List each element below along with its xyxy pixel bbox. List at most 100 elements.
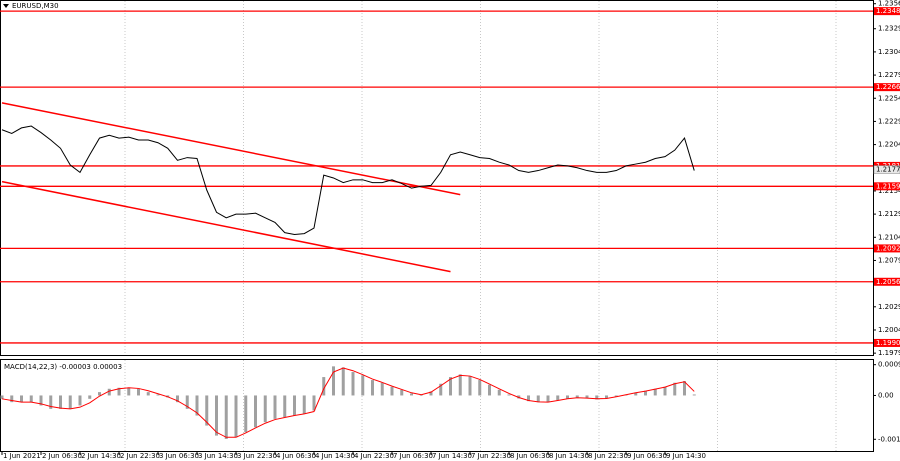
macd-bar bbox=[614, 395, 618, 397]
macd-bar bbox=[322, 377, 326, 396]
y-tick-label: 1.2079 bbox=[878, 256, 900, 264]
macd-bar bbox=[224, 395, 228, 439]
x-tick-label: 8 Jun 14:30 bbox=[549, 452, 589, 460]
price-panel bbox=[0, 0, 874, 356]
level-label-box bbox=[874, 277, 900, 286]
macd-bar bbox=[371, 380, 374, 396]
macd-bar bbox=[98, 392, 101, 396]
menu-icon bbox=[3, 4, 9, 8]
level-label-box bbox=[874, 7, 900, 16]
macd-signal-line bbox=[1, 367, 695, 438]
macd-bar bbox=[117, 387, 121, 396]
macd-bar bbox=[644, 390, 647, 396]
macd-bar bbox=[68, 395, 72, 409]
macd-bar bbox=[546, 395, 550, 403]
macd-bar bbox=[488, 384, 491, 396]
macd-bar bbox=[595, 395, 599, 400]
macd-bar bbox=[0, 395, 4, 399]
macd-bar bbox=[536, 395, 540, 403]
x-tick-label: 7 Jun 22:30 bbox=[471, 452, 511, 460]
x-tick-label: 2 Jun 14:30 bbox=[81, 452, 121, 460]
macd-bar bbox=[107, 388, 111, 396]
level-label: 1.2348 bbox=[876, 7, 900, 15]
x-tick-label: 2 Jun 06:30 bbox=[42, 452, 82, 460]
y-tick-label: 1.2154 bbox=[878, 187, 900, 195]
macd-bar bbox=[283, 395, 287, 418]
macd-bar bbox=[127, 387, 131, 396]
macd-bar bbox=[263, 395, 267, 423]
macd-bar bbox=[673, 382, 677, 396]
macd-bar bbox=[634, 392, 638, 396]
macd-bar bbox=[49, 395, 53, 409]
level-label-box bbox=[874, 182, 900, 191]
macd-bar bbox=[312, 395, 316, 411]
macd-bar bbox=[78, 395, 82, 406]
macd-bar bbox=[39, 395, 43, 406]
macd-bar bbox=[10, 395, 14, 403]
macd-bar bbox=[156, 394, 160, 396]
y-tick-label: 1.2129 bbox=[878, 210, 900, 218]
macd-bar bbox=[449, 377, 452, 396]
macd-bar bbox=[468, 376, 472, 396]
y-tick-label: 1.2029 bbox=[878, 303, 900, 311]
macd-bar bbox=[273, 395, 277, 419]
level-label: 1.2266 bbox=[876, 83, 900, 91]
x-tick-label: 7 Jun 06:30 bbox=[393, 452, 433, 460]
macd-bar bbox=[507, 394, 511, 396]
macd-bar bbox=[478, 380, 482, 396]
macd-bar bbox=[575, 395, 579, 398]
level-label-box bbox=[874, 83, 900, 92]
macd-bar bbox=[566, 395, 569, 399]
x-tick-label: 1 Jun 2021 bbox=[3, 452, 41, 460]
macd-bar bbox=[137, 388, 140, 396]
trend-line bbox=[1, 180, 451, 273]
macd-bar bbox=[527, 395, 530, 402]
macd-bar bbox=[458, 374, 462, 396]
macd-bar bbox=[302, 395, 306, 414]
macd-y-tick-label: 0.00 bbox=[878, 391, 894, 399]
y-tick-label: 1.2329 bbox=[878, 25, 900, 33]
macd-bar bbox=[380, 382, 384, 396]
level-label: 1.2092 bbox=[876, 244, 900, 252]
macd-bar bbox=[556, 395, 560, 401]
macd-y-tick-label: -0.00131 bbox=[878, 435, 900, 443]
trend-line bbox=[1, 102, 461, 196]
macd-bar bbox=[429, 391, 433, 396]
x-tick-label: 4 Jun 14:30 bbox=[315, 452, 355, 460]
macd-bar bbox=[293, 395, 296, 416]
x-tick-label: 4 Jun 22:30 bbox=[354, 452, 394, 460]
macd-bar bbox=[653, 388, 657, 396]
y-tick-label: 1.1979 bbox=[878, 349, 900, 357]
chart-title: EURUSD,M30 bbox=[12, 2, 59, 10]
y-tick-label: 1.2304 bbox=[878, 48, 900, 56]
x-tick-label: 9 Jun 06:30 bbox=[627, 452, 667, 460]
macd-bar bbox=[20, 395, 23, 403]
macd-bar bbox=[585, 395, 589, 399]
macd-bar bbox=[439, 383, 443, 396]
y-tick-label: 1.2104 bbox=[878, 233, 900, 241]
level-label: 1.2159 bbox=[876, 182, 900, 190]
macd-bar bbox=[605, 395, 608, 399]
macd-bar bbox=[410, 393, 413, 396]
macd-bar bbox=[88, 395, 92, 399]
price-line bbox=[1, 125, 695, 236]
macd-bar bbox=[351, 372, 355, 396]
macd-bar bbox=[244, 395, 248, 433]
macd-bar bbox=[683, 381, 686, 396]
x-tick-label: 8 Jun 22:30 bbox=[588, 452, 628, 460]
macd-bar bbox=[419, 395, 423, 396]
macd-bar bbox=[146, 392, 150, 396]
x-tick-label: 7 Jun 14:30 bbox=[432, 452, 472, 460]
y-tick-label: 1.2204 bbox=[878, 141, 900, 149]
level-label-box bbox=[874, 338, 900, 347]
macd-bar bbox=[176, 395, 179, 403]
macd-bar bbox=[361, 375, 365, 396]
macd-title: MACD(14,22,3) -0.00003 0.00003 bbox=[4, 363, 122, 371]
level-label: 1.1990 bbox=[876, 339, 900, 347]
macd-bar bbox=[234, 395, 238, 438]
x-tick-label: 3 Jun 22:30 bbox=[237, 452, 277, 460]
macd-bar bbox=[692, 394, 696, 396]
macd-bar bbox=[215, 395, 218, 436]
level-label-box bbox=[874, 244, 900, 253]
x-tick-label: 3 Jun 06:30 bbox=[159, 452, 199, 460]
